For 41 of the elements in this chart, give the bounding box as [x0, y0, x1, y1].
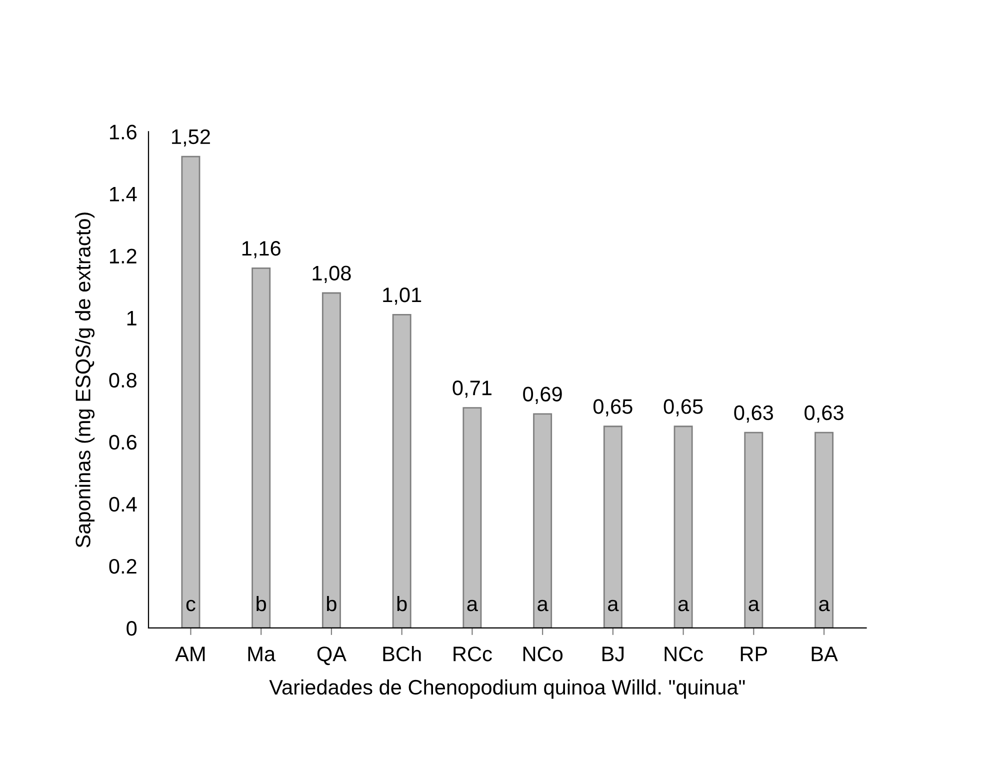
x-tick-label: BA [812, 646, 838, 662]
annotation: a [748, 600, 760, 612]
x-axis-title: Variedades de Chenopodium quinoa Willd. "quinua" [269, 679, 745, 699]
y-tick-label: 1 [127, 311, 136, 326]
y-axis-title: Saponinas (mg ESQS/g de extracto) [75, 212, 95, 548]
x-tick-label: NCc [664, 646, 703, 662]
data-label: 0,71 [452, 380, 492, 398]
data-label: 0,63 [734, 405, 774, 423]
x-tick-label: QA [317, 646, 346, 666]
x-tick-label: NCo [523, 646, 563, 662]
annotation: a [538, 600, 548, 612]
y-tick-label: 0.6 [109, 434, 136, 450]
data-label: 1,01 [383, 288, 422, 305]
y-tick-label: 1.4 [110, 186, 137, 202]
data-label: 1,08 [312, 266, 351, 284]
x-tick-label: Ma [248, 646, 276, 662]
y-tick-label: 0.4 [109, 496, 137, 512]
x-tick-label: RP [740, 646, 768, 662]
x-tick-label: BJ [602, 646, 624, 662]
y-tick-label: 1.6 [110, 124, 136, 140]
data-label: 0,65 [593, 399, 632, 416]
y-tick-label: 1.2 [110, 248, 136, 264]
y-tick-label: 0.2 [109, 558, 136, 574]
x-tick-label: AM [175, 646, 205, 662]
annotation: c [186, 600, 196, 612]
data-label: 0,65 [664, 399, 703, 416]
annotation: b [327, 596, 336, 612]
annotation: a [608, 600, 619, 612]
data-label: 0,69 [523, 386, 562, 404]
annotation: a [819, 600, 830, 612]
annotation: b [397, 596, 407, 612]
x-tick-label: BCh [383, 646, 421, 662]
y-tick-label: 0.8 [109, 372, 136, 388]
data-label: 1,52 [172, 129, 210, 147]
data-label: 0,63 [804, 405, 844, 423]
annotation: a [467, 600, 478, 612]
annotation: b [256, 596, 266, 612]
annotation: a [678, 600, 690, 612]
y-tick-label: 0 [126, 620, 137, 636]
x-tick-label: RCc [454, 646, 492, 662]
data-label: 1,16 [242, 240, 280, 258]
